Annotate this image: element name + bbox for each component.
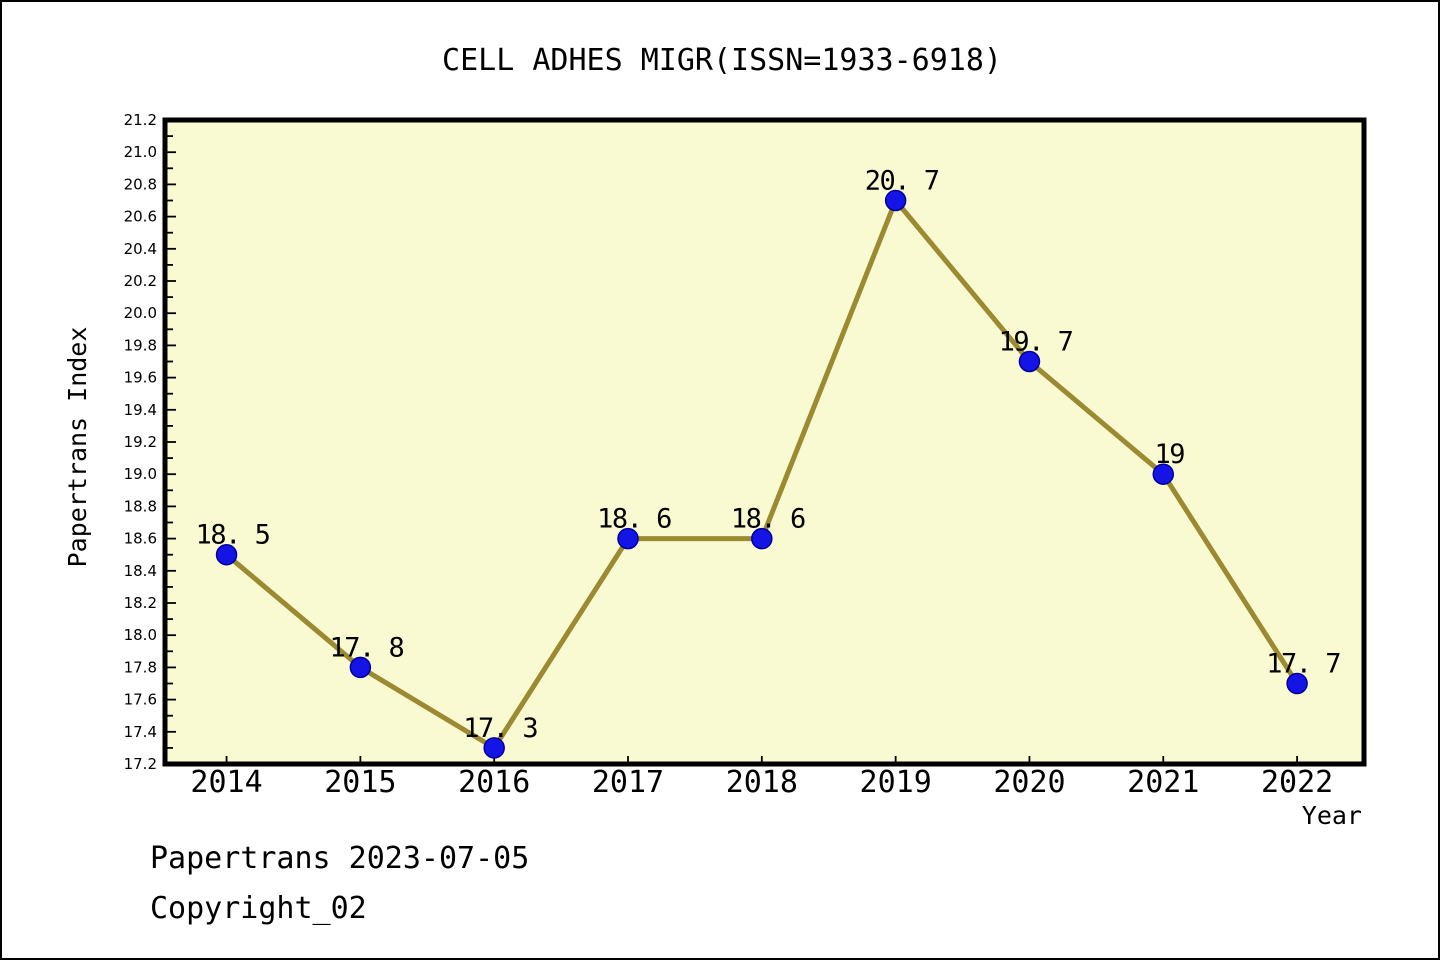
y-axis-tick-label: 18.4 (124, 562, 157, 580)
data-point-label: 19 (1155, 439, 1185, 470)
data-point (884, 189, 907, 212)
chart-title: CELL ADHES MIGR(ISSN=1933-6918) (442, 43, 1002, 78)
y-axis-tick-label: 17.6 (124, 691, 157, 709)
y-axis-tick-label: 19.8 (124, 336, 157, 354)
x-axis-tick-label: 2014 (190, 765, 262, 800)
y-axis-label: Papertrans Index (63, 327, 92, 568)
data-point (1286, 672, 1308, 695)
y-axis-tick-label: 20.6 (124, 208, 157, 226)
y-axis-tick-label: 17.2 (124, 755, 157, 773)
data-point-label: 17. 3 (463, 713, 537, 744)
plot-border (162, 117, 1367, 767)
y-axis-tick-label: 19.0 (124, 465, 157, 483)
data-point-label: 20. 7 (865, 166, 939, 197)
y-axis-tick-label: 18.8 (124, 497, 157, 515)
footer-copyright: Copyright_02 (150, 891, 367, 926)
data-point (617, 527, 639, 550)
y-axis-tick-label: 18.0 (124, 626, 157, 644)
plot-area (165, 120, 1364, 764)
y-axis-tick-label: 17.8 (124, 658, 157, 676)
y-axis-tick-label: 21.2 (124, 111, 157, 129)
x-axis-tick-label: 2018 (726, 765, 798, 800)
data-point (1018, 350, 1041, 373)
y-axis-tick-label: 21.0 (124, 143, 157, 161)
y-axis-tick-label: 20.4 (124, 240, 157, 258)
data-point-label: 18. 5 (196, 520, 270, 551)
x-axis-tick-label: 2019 (860, 765, 932, 800)
y-axis-tick-label: 19.2 (124, 433, 157, 451)
x-axis-tick-label: 2022 (1261, 765, 1333, 800)
data-point-label: 17. 7 (1266, 649, 1340, 680)
x-axis-tick-label: 2017 (592, 765, 664, 800)
x-axis-tick-label: 2015 (324, 765, 396, 800)
y-axis-tick-label: 18.6 (124, 530, 157, 548)
x-axis-tick-label: 2021 (1127, 765, 1199, 800)
data-point (751, 527, 773, 550)
x-axis-tick-label: 2020 (993, 765, 1065, 800)
data-point (349, 656, 372, 679)
data-point-label: 17. 8 (329, 632, 403, 663)
y-axis-tick-label: 19.4 (124, 401, 157, 419)
y-axis-tick-label: 17.4 (124, 723, 157, 741)
data-point (1152, 463, 1175, 485)
y-axis-tick-label: 20.0 (124, 304, 157, 322)
data-point-label: 19. 7 (999, 327, 1073, 358)
y-axis-tick-label: 20.2 (124, 272, 157, 290)
data-point-label: 18. 6 (731, 504, 805, 535)
footer-watermark: Papertrans 2023-07-05 (150, 841, 529, 876)
data-point (215, 543, 238, 566)
x-axis-tick-label: 2016 (458, 765, 530, 800)
y-axis-tick-label: 19.6 (124, 369, 157, 387)
chart-dynamic-layer: 17.2 17.4 17.6 17.8 18.0 18.2 18.4 18.6 18.8 19.0… (124, 111, 1342, 800)
data-point-label: 18. 6 (597, 504, 671, 535)
data-point (483, 737, 505, 759)
y-axis-tick-label: 20.8 (124, 175, 157, 193)
x-axis-label: Year (1302, 801, 1362, 830)
y-axis-tick-label: 18.2 (124, 594, 157, 612)
